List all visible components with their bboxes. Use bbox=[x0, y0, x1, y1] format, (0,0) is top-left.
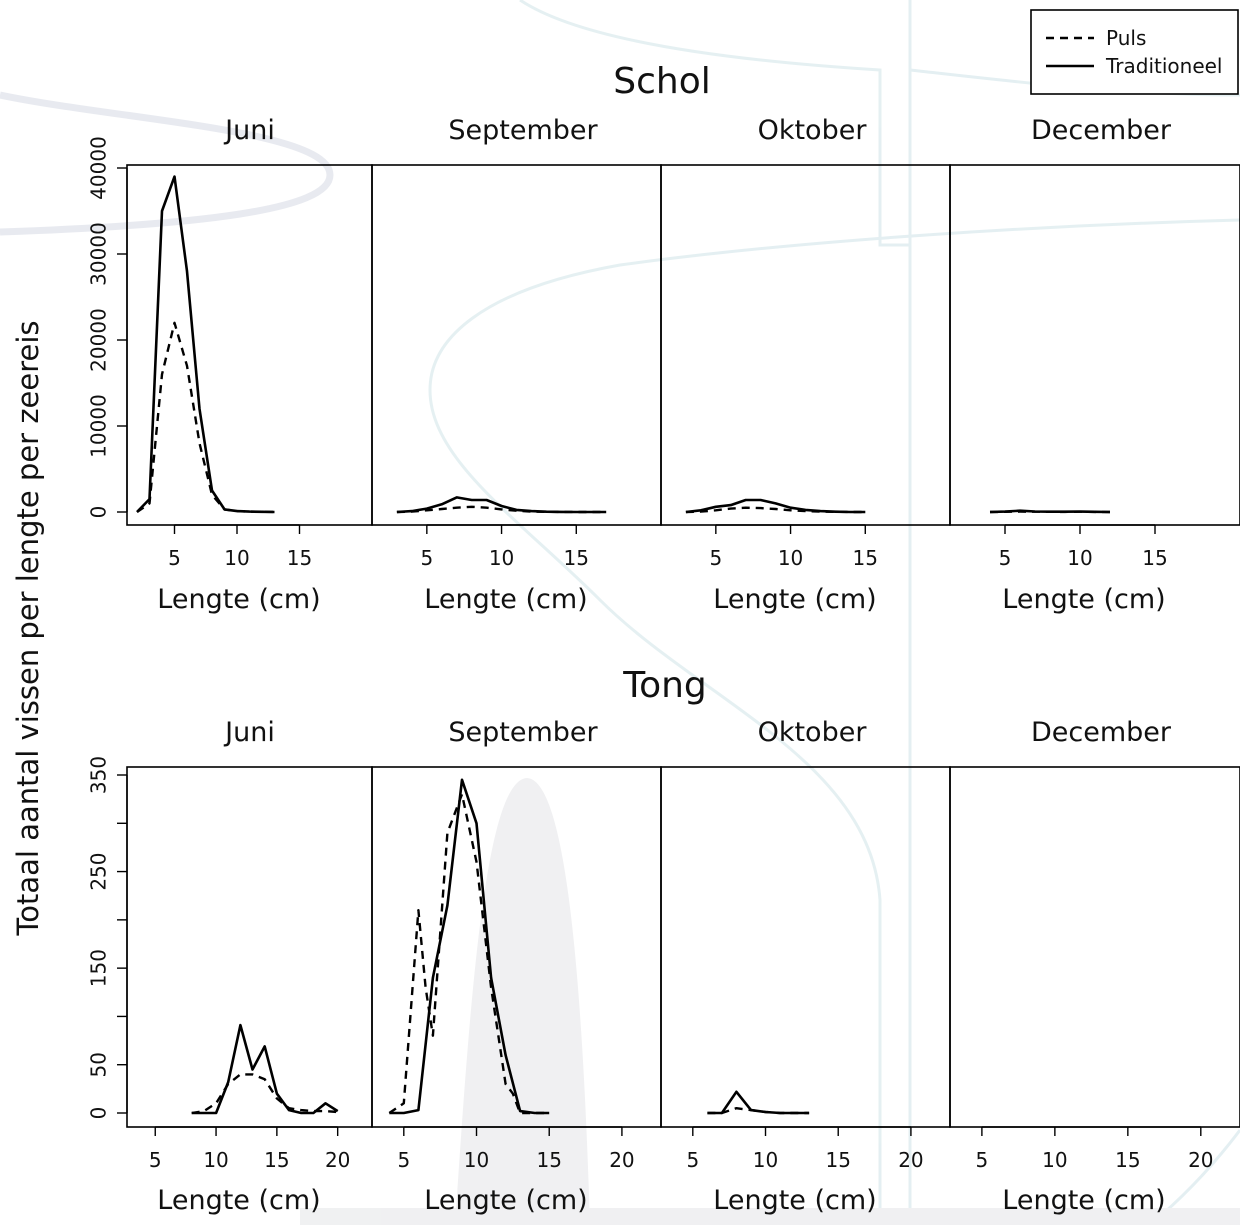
series-line-traditioneel-schol-september bbox=[396, 496, 607, 514]
x-label-tong-juni: Lengte (cm) bbox=[157, 1185, 320, 1216]
x-tick-label-tong: 10 bbox=[1042, 1148, 1067, 1172]
x-tick-label-tong: 10 bbox=[203, 1148, 228, 1172]
x-label-tong-december: Lengte (cm) bbox=[1002, 1185, 1165, 1216]
x-label-schol-juni: Lengte (cm) bbox=[157, 584, 320, 615]
y-tick-label-schol: 40000 bbox=[87, 136, 111, 200]
group-title-schol: Schol bbox=[613, 61, 711, 102]
panel-frame-schol-oktober bbox=[660, 164, 951, 526]
y-tick-label-schol: 10000 bbox=[87, 394, 111, 458]
x-label-schol-oktober: Lengte (cm) bbox=[713, 584, 876, 615]
x-label-schol-december: Lengte (cm) bbox=[1002, 584, 1165, 615]
x-tick-label-schol: 5 bbox=[999, 546, 1012, 570]
x-tick-label-schol: 15 bbox=[1142, 546, 1167, 570]
plot-area: 0 10000 20000 30000 40000 5 10 15 5 10 15 5 10 15 5 10 1… bbox=[87, 136, 1240, 1172]
x-tick-label-tong: 5 bbox=[686, 1148, 699, 1172]
y-axis-label: Totaal aantal vissen per lengte per zeer… bbox=[11, 320, 45, 936]
series-line-traditioneel-schol-oktober bbox=[685, 498, 866, 514]
panel-title-tong-september: September bbox=[448, 717, 598, 748]
series-line-puls-schol-juni bbox=[136, 321, 275, 514]
panel-title-tong-december: December bbox=[1031, 717, 1172, 748]
panel-frame-schol-december bbox=[949, 164, 1240, 526]
y-tick-label-tong: 250 bbox=[87, 852, 111, 890]
panel-title-schol-juni: Juni bbox=[223, 115, 275, 146]
legend-label-puls: Puls bbox=[1106, 26, 1146, 50]
series-line-puls-tong-juni bbox=[191, 1073, 338, 1115]
x-tick-label-tong: 20 bbox=[325, 1148, 350, 1172]
y-tick-label-tong: 150 bbox=[87, 949, 111, 987]
x-tick-label-schol: 5 bbox=[709, 546, 722, 570]
x-tick-label-tong: 20 bbox=[898, 1148, 923, 1172]
series-line-puls-schol-oktober bbox=[685, 506, 866, 514]
panel-frame-tong-juni bbox=[126, 766, 373, 1128]
group-title-tong: Tong bbox=[622, 665, 707, 706]
x-tick-label-tong: 20 bbox=[1188, 1148, 1213, 1172]
x-tick-label-schol: 15 bbox=[853, 546, 878, 570]
y-tick-label-tong: 50 bbox=[87, 1052, 111, 1077]
series-line-traditioneel-tong-september bbox=[389, 778, 550, 1115]
series-line-traditioneel-schol-juni bbox=[136, 175, 275, 514]
panel-title-schol-december: December bbox=[1031, 115, 1172, 146]
x-tick-label-schol: 10 bbox=[778, 546, 803, 570]
x-tick-label-schol: 5 bbox=[168, 546, 181, 570]
x-tick-label-schol: 15 bbox=[564, 546, 589, 570]
y-tick-label-tong: 350 bbox=[87, 756, 111, 794]
y-tick-label-schol: 30000 bbox=[87, 222, 111, 286]
panel-title-schol-oktober: Oktober bbox=[758, 115, 868, 146]
x-tick-label-tong: 15 bbox=[536, 1148, 561, 1172]
x-label-schol-september: Lengte (cm) bbox=[424, 584, 587, 615]
x-tick-label-tong: 10 bbox=[464, 1148, 489, 1172]
x-tick-label-tong: 15 bbox=[1115, 1148, 1140, 1172]
x-label-tong-september: Lengte (cm) bbox=[424, 1185, 587, 1216]
series-line-traditioneel-schol-december bbox=[989, 509, 1111, 514]
panel-frame-tong-december bbox=[949, 766, 1240, 1128]
series-line-traditioneel-tong-juni bbox=[191, 1023, 339, 1115]
x-label-tong-oktober: Lengte (cm) bbox=[713, 1185, 876, 1216]
x-tick-label-schol: 15 bbox=[287, 546, 312, 570]
y-tick-label-tong: 0 bbox=[87, 1107, 111, 1120]
x-tick-label-schol: 10 bbox=[1067, 546, 1092, 570]
panel-frame-schol-juni bbox=[126, 164, 373, 526]
x-tick-label-tong: 5 bbox=[976, 1148, 989, 1172]
legend: Puls Traditioneel bbox=[1030, 9, 1239, 95]
panel-title-tong-oktober: Oktober bbox=[758, 717, 868, 748]
x-tick-label-tong: 5 bbox=[149, 1148, 162, 1172]
y-tick-label-schol: 20000 bbox=[87, 308, 111, 372]
x-tick-label-schol: 10 bbox=[224, 546, 249, 570]
x-tick-label-schol: 10 bbox=[489, 546, 514, 570]
series-line-traditioneel-tong-oktober bbox=[707, 1090, 810, 1115]
x-tick-label-tong: 15 bbox=[825, 1148, 850, 1172]
panel-frame-schol-september bbox=[371, 164, 662, 526]
legend-label-traditioneel: Traditioneel bbox=[1105, 54, 1222, 78]
x-tick-label-schol: 5 bbox=[420, 546, 433, 570]
x-tick-label-tong: 5 bbox=[397, 1148, 410, 1172]
series-line-puls-tong-september bbox=[388, 793, 550, 1115]
panel-title-tong-juni: Juni bbox=[223, 717, 275, 748]
x-tick-label-tong: 15 bbox=[264, 1148, 289, 1172]
legend-box bbox=[1030, 9, 1239, 95]
panel-title-schol-september: September bbox=[448, 115, 598, 146]
x-tick-label-tong: 10 bbox=[753, 1148, 778, 1172]
x-tick-label-tong: 20 bbox=[609, 1148, 634, 1172]
y-tick-label-schol: 0 bbox=[87, 506, 111, 519]
panel-frame-tong-oktober bbox=[660, 766, 951, 1128]
